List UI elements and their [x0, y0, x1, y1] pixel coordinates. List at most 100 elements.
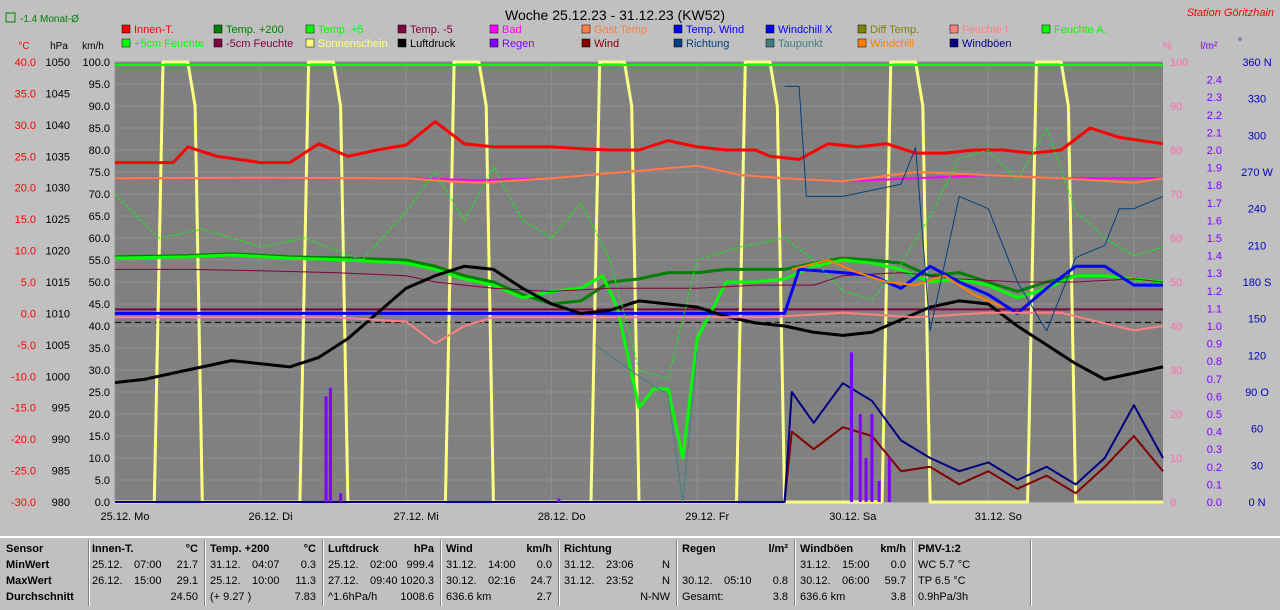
stats-row: Gesamt: 3.8 [682, 589, 792, 605]
stats-value: 29.1 [176, 575, 198, 587]
wind-axis-tick-label: 95.0 [89, 79, 110, 91]
series-line-gast [114, 164, 1164, 184]
stats-value: N [662, 575, 670, 587]
stats-row: Durchschnitt [6, 591, 74, 603]
humidity-axis-tick-label: 90 [1170, 101, 1182, 113]
rain-bar [324, 396, 328, 502]
series-line-sonne2 [589, 60, 641, 503]
stats-date: 31.12. [564, 575, 595, 587]
stats-date: 31.12. [800, 559, 831, 571]
humidity-axis-tick-label: 50 [1170, 277, 1182, 289]
wind-axis-tick-label: 85.0 [89, 123, 110, 135]
legend-swatch [765, 24, 775, 34]
stats-time: 02:16 [488, 575, 516, 587]
stats-header-title: Innen-T. [92, 543, 134, 555]
pressure-axis-tick-label: 1025 [46, 214, 70, 226]
stats-value: 1008.6 [400, 591, 434, 603]
legend-label: Windchill [870, 38, 914, 50]
monat-checkbox-icon[interactable] [5, 12, 16, 23]
stats-row: MaxWert [6, 575, 52, 587]
direction-axis-tick-label: 120 [1248, 350, 1266, 362]
stats-value: 21.7 [176, 559, 198, 571]
humidity-axis-tick-label: 20 [1170, 409, 1182, 421]
pressure-axis-tick-label: 1000 [46, 371, 70, 383]
temp-axis-unit-label: °C [18, 41, 29, 52]
temp-axis-tick-label: 5.0 [21, 277, 36, 289]
legend-label: Sonnenschein [318, 38, 388, 50]
stats-column: Richtung 31.12. 23:06 N 31.12. 23:52 N N-NW [564, 541, 674, 607]
x-axis-tick-label: 29.12. Fr [685, 511, 729, 523]
series-line-windchill [791, 259, 1004, 309]
rain-axis-tick-label: 1.6 [1207, 215, 1222, 227]
stats-row: WC 5.7 °C [918, 557, 1028, 573]
stats-header-title: Temp. +200 [210, 543, 270, 555]
stats-time: 02:00 [370, 559, 398, 571]
wind-axis-tick-label: 25.0 [89, 387, 110, 399]
stats-time: 14:00 [488, 559, 516, 571]
chart-title: Woche 25.12.23 - 31.12.23 (KW52) [505, 7, 725, 23]
wind-axis-tick-label: 0.0 [95, 497, 110, 509]
legend-swatch [213, 38, 223, 48]
wind-axis-unit-label: km/h [82, 41, 104, 52]
pressure-axis-tick-label: 1035 [46, 151, 70, 163]
rain-axis-tick-label: 0.7 [1207, 374, 1222, 386]
stats-date: 25.12. [92, 559, 123, 571]
rain-axis-tick-label: 0.6 [1207, 391, 1222, 403]
stats-time: 10:00 [252, 575, 280, 587]
series-line-taupunkt [595, 344, 698, 503]
stats-header-title: Luftdruck [328, 543, 379, 555]
rain-bar [339, 493, 343, 502]
stats-date: 25.12. [210, 575, 241, 587]
temp-axis-tick-label: 25.0 [15, 151, 36, 163]
monat-label: -1.4 Monat-Ø [20, 14, 79, 25]
stats-column: Luftdruck hPa 25.12. 02:00 999.4 27.12. 09:40 1… [328, 541, 438, 607]
stats-header-title: PMV-1:2 [918, 543, 961, 555]
legend-label: Richtung [686, 38, 729, 50]
series-line-tm5 [115, 268, 1164, 292]
stats-date: 30.12. [800, 575, 831, 587]
stats-value: N-NW [640, 591, 670, 603]
direction-axis-tick-label: 300 [1248, 130, 1266, 142]
stats-date: TP 6.5 °C [918, 575, 966, 587]
rain-axis-tick-label: 0.2 [1207, 462, 1222, 474]
stats-row: 31.12. 15:00 0.0 [800, 557, 910, 573]
stats-separator [558, 540, 560, 606]
direction-axis-tick-label: 180 S [1243, 277, 1272, 289]
temp-axis-tick-label: -25.0 [11, 466, 36, 478]
stats-header: Wind km/h [446, 541, 556, 557]
stats-value: 0.0 [890, 559, 906, 571]
humidity-axis-tick-label: 10 [1170, 453, 1182, 465]
rain-axis-tick-label: 0.3 [1207, 444, 1222, 456]
wind-axis-tick-label: 20.0 [89, 409, 110, 421]
series-line-innen [115, 120, 1164, 165]
legend-swatch [857, 24, 867, 34]
stats-value: 999.4 [406, 559, 434, 571]
wind-axis-tick-label: 75.0 [89, 167, 110, 179]
station-name: Station Göritzhain [1187, 7, 1274, 19]
rain-bar [858, 414, 862, 502]
legend-label: Gast Temp [594, 24, 647, 36]
legend: Innen-T. Temp. +200 Temp. +5 Temp. -5 Bad Gas… [121, 24, 1107, 50]
rain-bar [864, 458, 868, 502]
stats-date: WC 5.7 °C [918, 559, 971, 571]
legend-swatch [581, 38, 591, 48]
legend-label: Temp. -5 [410, 24, 453, 36]
stats-header: Innen-T. °C [92, 541, 202, 557]
stats-separator [676, 540, 678, 606]
rain-axis-tick-label: 2.0 [1207, 145, 1222, 157]
stats-time: 06:00 [842, 575, 870, 587]
legend-label: Windchill X [778, 24, 833, 36]
stats-date: 0.9hPa/3h [918, 591, 969, 603]
stats-separator [912, 540, 914, 606]
stats-date: 30.12. [446, 575, 477, 587]
x-axis-tick-label: 30.12. Sa [829, 511, 877, 523]
stats-value: 7.83 [294, 591, 316, 603]
stats-row: N-NW [564, 589, 674, 605]
series-line-feuchteA [114, 127, 1164, 380]
rain-bar [887, 458, 891, 502]
stats-header-title: Wind [446, 543, 473, 555]
wind-axis-tick-label: 10.0 [89, 453, 110, 465]
legend-swatch [397, 38, 407, 48]
series-line-wind [115, 426, 1164, 503]
temp-axis-tick-label: -5.0 [17, 340, 36, 352]
